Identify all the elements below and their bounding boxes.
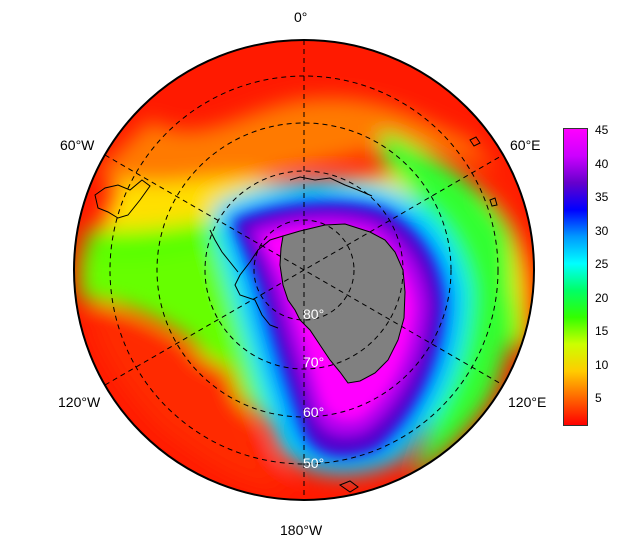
colorbar-tick-35: 35 bbox=[595, 190, 609, 204]
colorbar-tick-10: 10 bbox=[595, 358, 609, 372]
colorbar-tick-40: 40 bbox=[595, 157, 609, 171]
lat-label-60: 60° bbox=[303, 404, 325, 420]
lon-label-60e: 60°E bbox=[510, 137, 541, 153]
colorbar-tick-20: 20 bbox=[595, 291, 609, 305]
colorbar-tick-30: 30 bbox=[595, 224, 609, 238]
lon-label-60w: 60°W bbox=[60, 137, 95, 153]
lat-label-80: 80° bbox=[303, 306, 325, 322]
data-field bbox=[74, 40, 534, 500]
lon-label-120w: 120°W bbox=[58, 394, 101, 410]
colorbar bbox=[563, 128, 588, 426]
lat-label-50: 50° bbox=[303, 455, 325, 471]
colorbar-tick-45: 45 bbox=[595, 123, 609, 137]
lat-label-70: 70° bbox=[303, 354, 325, 370]
colorbar-tick-25: 25 bbox=[595, 257, 609, 271]
graticule bbox=[104, 40, 504, 500]
lon-label-180w: 180°W bbox=[280, 522, 323, 538]
colorbar-tick-15: 15 bbox=[595, 324, 609, 338]
lon-label-120e: 120°E bbox=[508, 394, 547, 410]
map-boundary bbox=[73, 39, 535, 501]
coastlines bbox=[94, 136, 498, 493]
colorbar-tick-5: 5 bbox=[595, 391, 602, 405]
lon-label-0: 0° bbox=[294, 9, 308, 25]
antarctica-missing-area bbox=[280, 224, 405, 383]
